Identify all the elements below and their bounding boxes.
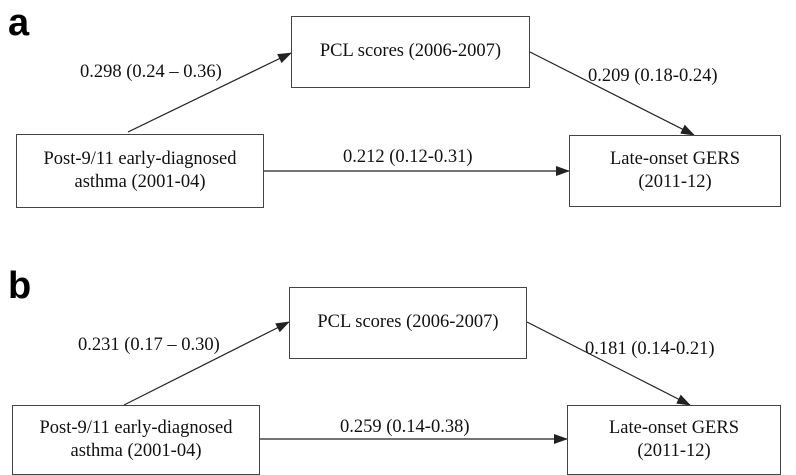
panel-a: a PCL scores (2006-2007) Post-9/11 early…	[0, 0, 796, 232]
outcome-label-line1: Late-onset GERS	[609, 417, 739, 438]
mediator-label: PCL scores (2006-2007)	[317, 312, 499, 333]
path-mediator-to-outcome-coefficient: 0.181 (0.14-0.21)	[585, 339, 715, 359]
path-direct-coefficient: 0.212 (0.12-0.31)	[343, 147, 473, 167]
exposure-box: Post-9/11 early-diagnosed asthma (2001-0…	[16, 134, 264, 208]
exposure-box: Post-9/11 early-diagnosed asthma (2001-0…	[12, 405, 260, 475]
panel-b: b PCL scores (2006-2007) Post-9/11 early…	[0, 243, 796, 475]
outcome-box: Late-onset GERS (2011-12)	[569, 135, 781, 207]
exposure-label-line1: Post-9/11 early-diagnosed	[39, 417, 233, 438]
arrow-mediator-to-outcome	[526, 321, 691, 406]
panel-b-arrows	[123, 321, 691, 444]
outcome-label-line1: Late-onset GERS	[610, 148, 740, 169]
outcome-label-line2: (2011-12)	[637, 441, 711, 461]
panel-letter: a	[8, 2, 30, 44]
arrow-exposure-to-mediator	[123, 321, 290, 406]
path-exposure-to-mediator-coefficient: 0.231 (0.17 – 0.30)	[78, 335, 220, 355]
arrow-exposure-to-mediator	[127, 52, 292, 133]
outcome-label-line2: (2011-12)	[638, 172, 712, 192]
exposure-label-line2: asthma (2001-04)	[70, 441, 202, 461]
panel-a-arrows	[127, 51, 695, 176]
exposure-label-line1: Post-9/11 early-diagnosed	[43, 148, 237, 169]
path-mediator-to-outcome-coefficient: 0.209 (0.18-0.24)	[588, 66, 718, 86]
path-direct-coefficient: 0.259 (0.14-0.38)	[340, 417, 470, 437]
mediator-box: PCL scores (2006-2007)	[291, 16, 530, 88]
panel-letter: b	[8, 265, 32, 307]
exposure-label-line2: asthma (2001-04)	[74, 172, 206, 192]
path-exposure-to-mediator-coefficient: 0.298 (0.24 – 0.36)	[80, 62, 222, 82]
mediator-box: PCL scores (2006-2007)	[289, 287, 527, 359]
arrow-mediator-to-outcome	[529, 51, 695, 136]
mediator-label: PCL scores (2006-2007)	[319, 41, 502, 62]
outcome-box: Late-onset GERS (2011-12)	[567, 405, 781, 475]
